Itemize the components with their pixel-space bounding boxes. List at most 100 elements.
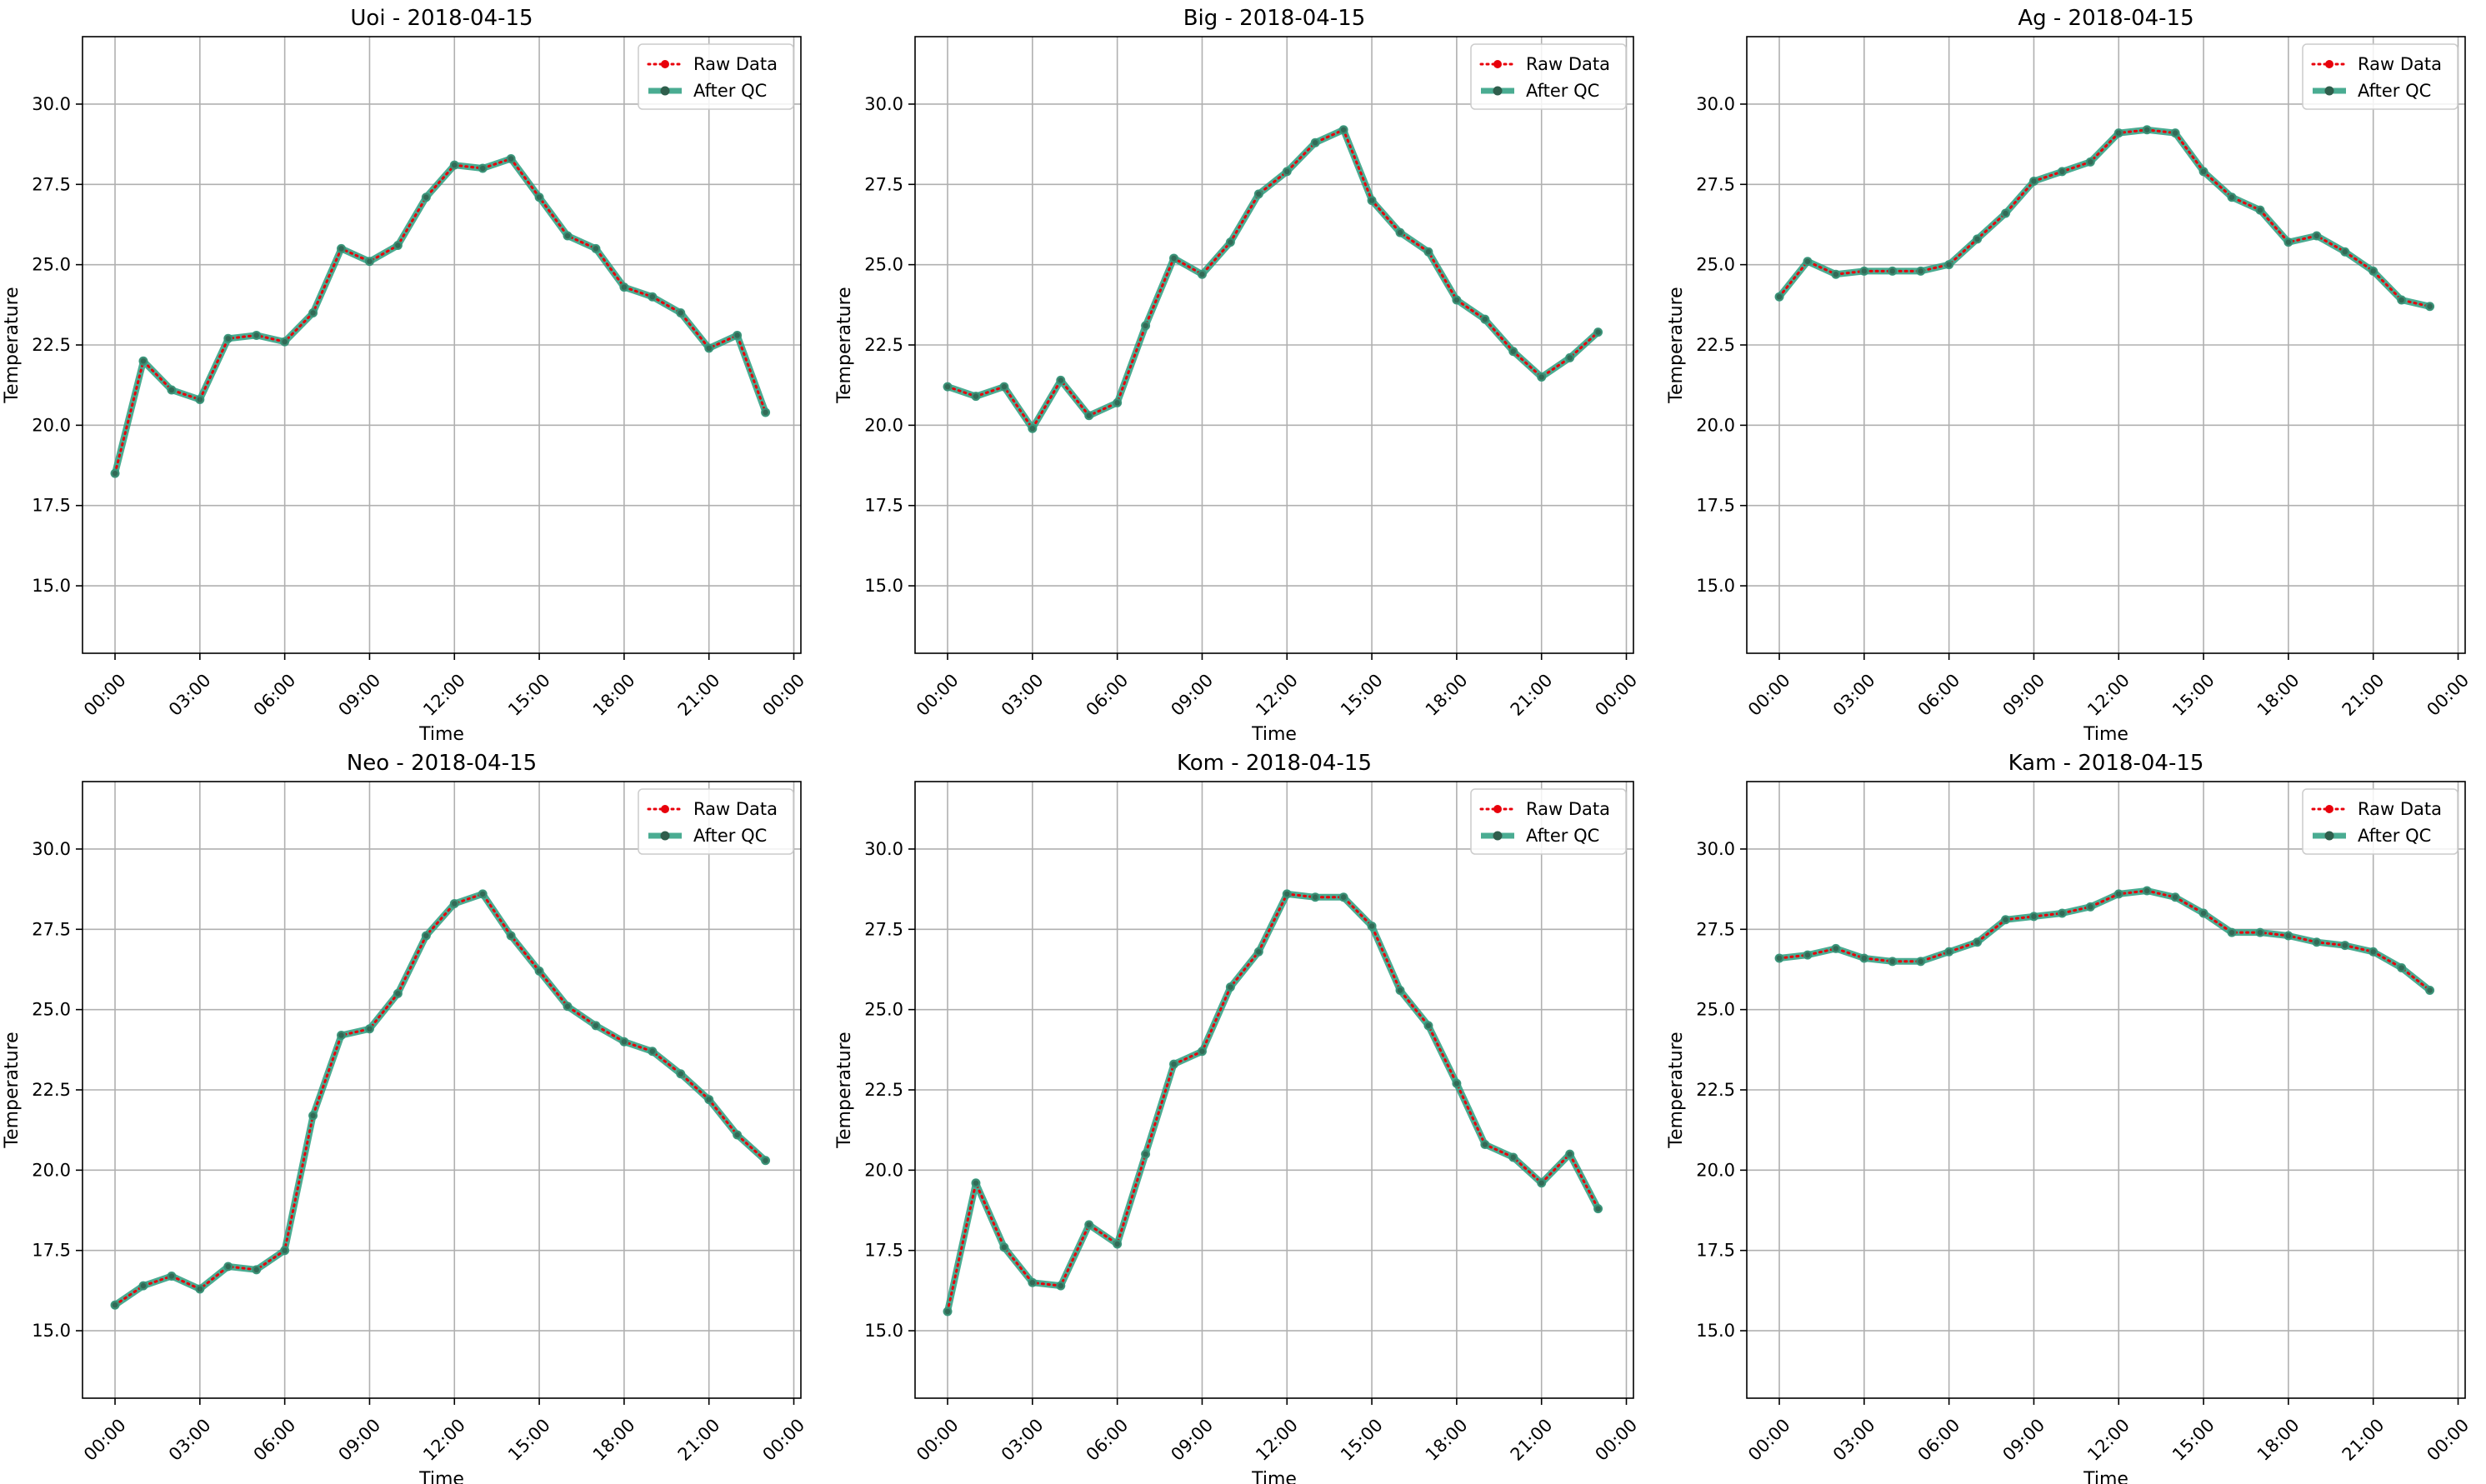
x-tick-label: 21:00	[2338, 1415, 2388, 1465]
legend-marker-after-qc	[1493, 831, 1503, 841]
data-point-overlap	[395, 242, 401, 248]
data-point-overlap	[1776, 955, 1783, 962]
y-tick-label: 17.5	[32, 496, 71, 516]
legend-marker-raw-data	[1493, 805, 1502, 813]
x-tick-label: 03:00	[998, 670, 1048, 720]
legend-label-raw-data: Raw Data	[2358, 799, 2442, 819]
data-point-overlap	[1804, 952, 1811, 958]
data-point-overlap	[2144, 887, 2150, 894]
subplot-title: Neo - 2018-04-15	[347, 751, 537, 776]
data-point-overlap	[2313, 232, 2320, 239]
data-point-overlap	[1114, 400, 1120, 406]
data-point-overlap	[2088, 904, 2093, 910]
data-point-overlap	[536, 968, 543, 974]
legend-label-after-qc: After QC	[1526, 826, 1599, 846]
data-point-overlap	[253, 1267, 259, 1273]
x-tick-label: 03:00	[998, 1415, 1048, 1465]
data-point-overlap	[1453, 297, 1460, 303]
data-point-overlap	[1510, 1154, 1516, 1161]
data-point-overlap	[1001, 1244, 1008, 1251]
data-point-overlap	[2285, 932, 2292, 939]
x-axis-label: Time	[2083, 1469, 2128, 1484]
x-tick-label: 00:00	[2423, 670, 2473, 720]
legend-marker-after-qc	[2324, 86, 2334, 96]
subplot-uoi: 15.0 17.5 20.0 22.5 25.0 27.5 30.0 00:00 03:00 06…	[2, 6, 808, 745]
x-tick-label: 09:00	[1167, 1415, 1217, 1465]
data-point-overlap	[1313, 894, 1318, 900]
data-point-overlap	[1001, 383, 1008, 390]
data-point-overlap	[2116, 130, 2122, 136]
data-point-overlap	[1833, 946, 1839, 952]
legend: Raw Data After QC	[638, 788, 794, 855]
data-point-overlap	[1397, 987, 1403, 993]
data-point-overlap	[225, 336, 231, 342]
data-point-overlap	[1946, 262, 1952, 267]
x-tick-label: 18:00	[589, 1415, 639, 1465]
data-point-overlap	[944, 1308, 951, 1315]
data-point-overlap	[1228, 984, 1233, 990]
data-point-overlap	[253, 332, 259, 338]
y-tick-label: 15.0	[864, 1321, 903, 1341]
y-tick-label: 30.0	[864, 94, 903, 114]
legend-marker-raw-data	[2325, 805, 2333, 813]
data-point-overlap	[2003, 210, 2008, 217]
x-tick-label: 09:00	[1167, 670, 1217, 720]
data-point-overlap	[944, 383, 951, 390]
legend: Raw Data After QC	[638, 43, 794, 110]
data-point-overlap	[1284, 168, 1290, 175]
y-tick-label: 15.0	[1696, 1321, 1735, 1341]
data-point-overlap	[1256, 191, 1262, 197]
data-point-overlap	[1284, 891, 1290, 897]
y-tick-label: 20.0	[1696, 1160, 1735, 1180]
x-tick-label: 00:00	[1592, 670, 1642, 720]
legend-marker-after-qc	[660, 831, 670, 841]
data-point-overlap	[1889, 268, 1895, 274]
data-point-overlap	[112, 470, 118, 477]
y-tick-label: 25.0	[32, 1000, 71, 1020]
x-tick-label: 18:00	[2253, 1415, 2303, 1465]
x-axis-label: Time	[1251, 1469, 1297, 1484]
data-point-overlap	[140, 1282, 147, 1289]
x-tick-label: 18:00	[1422, 670, 1472, 720]
data-point-overlap	[282, 338, 288, 345]
legend-label-raw-data: Raw Data	[2358, 54, 2442, 74]
x-tick-label: 00:00	[913, 1415, 963, 1465]
x-axis-label: Time	[2083, 724, 2128, 745]
data-point-overlap	[1143, 322, 1148, 329]
x-tick-label: 00:00	[1744, 1415, 1794, 1465]
y-tick-label: 27.5	[864, 919, 903, 939]
data-point-overlap	[2342, 942, 2348, 948]
y-tick-label: 22.5	[32, 1080, 71, 1100]
data-point-overlap	[168, 1273, 175, 1279]
data-point-overlap	[1228, 239, 1233, 245]
x-tick-label: 12:00	[2083, 670, 2133, 720]
legend-marker-raw-data	[661, 805, 669, 813]
data-point-overlap	[1143, 1151, 1148, 1157]
data-point-overlap	[2370, 268, 2376, 274]
data-point-overlap	[338, 1032, 344, 1038]
data-point-overlap	[197, 397, 203, 402]
data-point-overlap	[1368, 923, 1375, 929]
subplot-kam: 15.0 17.5 20.0 22.5 25.0 27.5 30.0 00:00 03:00 06…	[1666, 751, 2473, 1484]
data-point-overlap	[1595, 1206, 1601, 1212]
data-point-overlap	[1199, 272, 1205, 277]
legend-label-after-qc: After QC	[693, 81, 767, 101]
y-tick-label: 25.0	[1696, 255, 1735, 275]
data-point-overlap	[310, 310, 316, 316]
data-point-overlap	[452, 162, 458, 168]
data-point-overlap	[395, 991, 401, 997]
data-point-overlap	[1029, 1280, 1036, 1286]
y-axis-label: Temperature	[1666, 287, 1687, 403]
data-point-overlap	[1804, 258, 1811, 264]
y-tick-label: 27.5	[32, 919, 71, 939]
data-point-overlap	[1833, 272, 1839, 277]
data-point-overlap	[225, 1263, 231, 1270]
x-tick-label: 09:00	[1998, 670, 2048, 720]
subplot-neo: 15.0 17.5 20.0 22.5 25.0 27.5 30.0 00:00 03:00 06…	[2, 751, 808, 1484]
x-tick-label: 00:00	[80, 670, 130, 720]
x-tick-label: 15:00	[504, 670, 554, 720]
data-point-overlap	[1482, 1142, 1488, 1147]
subplot-title: Kam - 2018-04-15	[2008, 751, 2204, 776]
y-tick-label: 20.0	[1696, 415, 1735, 435]
y-tick-label: 22.5	[864, 335, 903, 355]
